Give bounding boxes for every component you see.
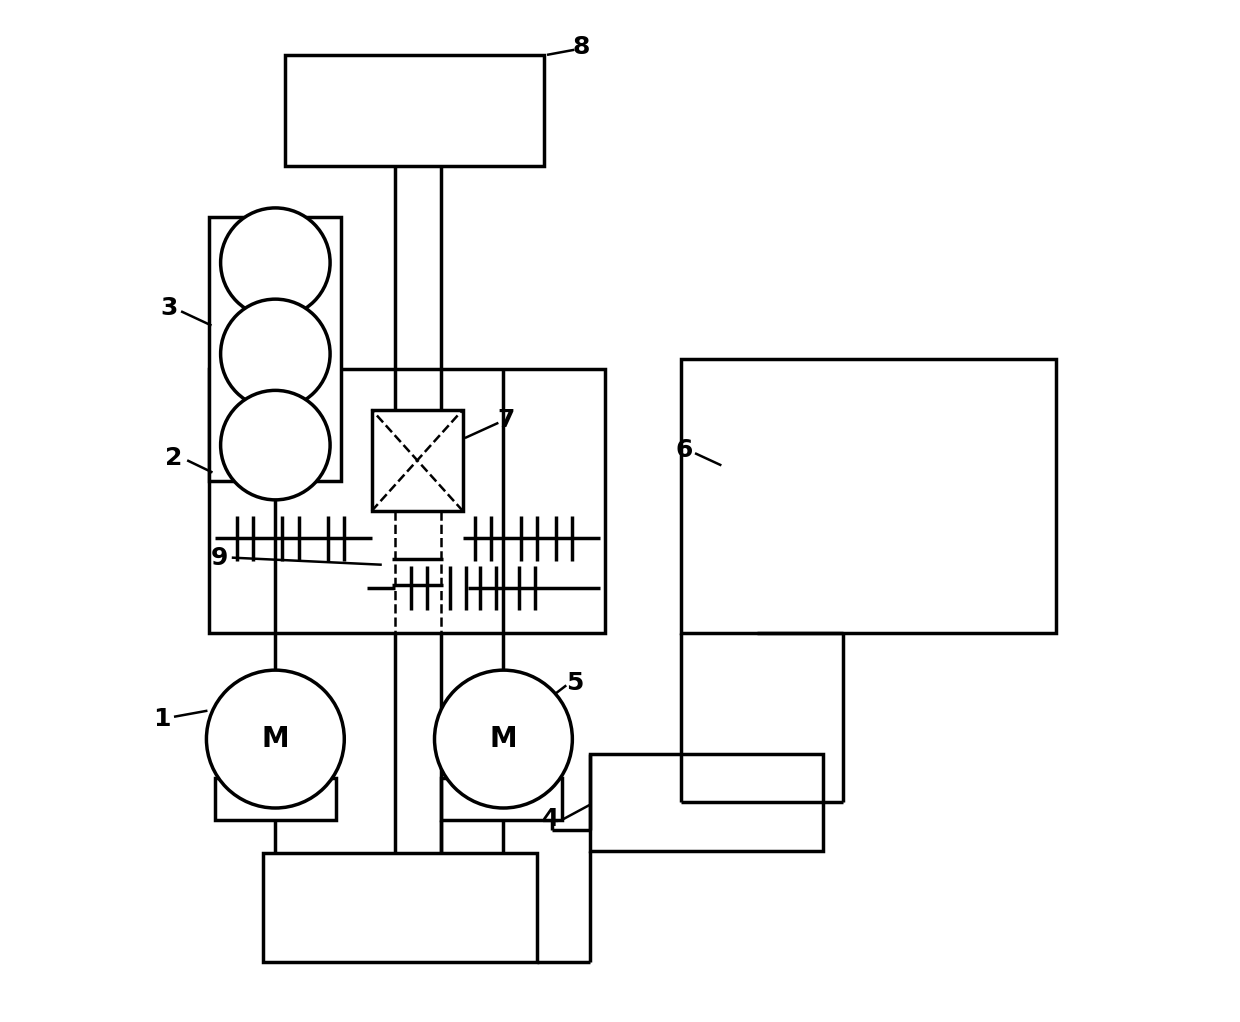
- Text: M: M: [262, 725, 289, 753]
- Bar: [210, 217, 341, 480]
- Text: 8: 8: [573, 35, 590, 58]
- Text: 7: 7: [497, 408, 515, 431]
- Bar: [215, 778, 336, 821]
- Bar: [372, 410, 463, 511]
- Circle shape: [434, 670, 573, 808]
- Text: 4: 4: [542, 807, 559, 831]
- Bar: [263, 852, 537, 962]
- Text: 3: 3: [160, 296, 177, 320]
- Text: 9: 9: [211, 546, 228, 569]
- Text: 6: 6: [675, 438, 693, 462]
- Text: 1: 1: [153, 707, 171, 731]
- Bar: [440, 778, 562, 821]
- Text: M: M: [490, 725, 517, 753]
- Text: 5: 5: [565, 671, 583, 695]
- Circle shape: [221, 207, 330, 318]
- Circle shape: [221, 299, 330, 409]
- Text: 2: 2: [165, 447, 182, 470]
- Bar: [285, 55, 544, 167]
- Circle shape: [221, 390, 330, 500]
- Bar: [210, 369, 605, 633]
- Bar: [589, 754, 822, 850]
- Bar: [681, 359, 1056, 633]
- Circle shape: [206, 670, 345, 808]
